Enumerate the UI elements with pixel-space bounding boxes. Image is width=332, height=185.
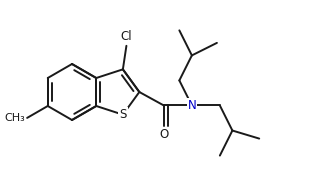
Text: N: N bbox=[188, 99, 196, 112]
Text: O: O bbox=[159, 129, 169, 142]
Text: Cl: Cl bbox=[121, 30, 132, 43]
Text: S: S bbox=[119, 108, 126, 121]
Text: CH₃: CH₃ bbox=[4, 113, 25, 123]
